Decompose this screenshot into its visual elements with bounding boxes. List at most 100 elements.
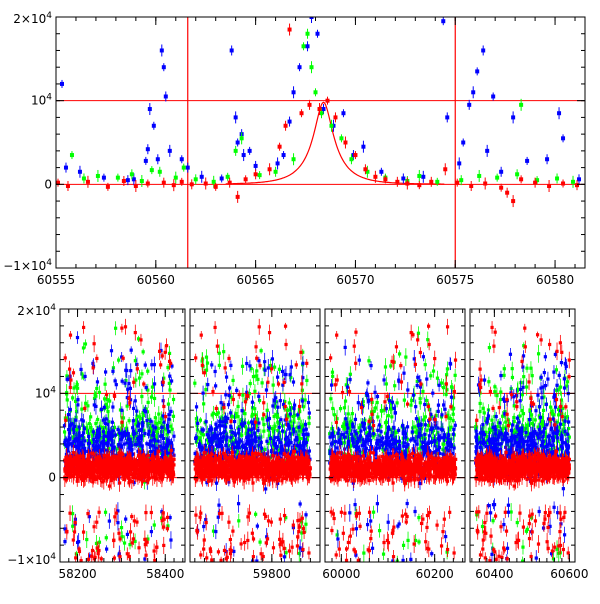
bottom-point [128, 555, 131, 558]
top-point [467, 103, 471, 107]
bottom-point [276, 376, 279, 379]
top-point [310, 65, 314, 69]
top-point [274, 170, 278, 174]
bottom-point [68, 368, 71, 371]
bottom-point [202, 428, 205, 431]
bottom-point [96, 418, 99, 421]
bottom-point [114, 433, 117, 436]
bottom-point [99, 473, 102, 476]
bottom-point [121, 380, 124, 383]
bottom-point [227, 403, 230, 406]
bottom-point [83, 407, 86, 410]
top-point [363, 167, 367, 171]
bottom-point [146, 541, 149, 544]
bottom-point [93, 525, 96, 528]
bottom-point [68, 465, 71, 468]
bottom-point [233, 420, 236, 423]
bottom-point [196, 422, 199, 425]
bottom-point [88, 422, 91, 425]
bottom-point [166, 424, 169, 427]
bottom-point [296, 444, 299, 447]
bottom-point [121, 435, 124, 438]
bottom-point [163, 456, 166, 459]
bottom-point [121, 471, 124, 474]
bottom-point [131, 541, 134, 544]
bottom-point [128, 419, 131, 422]
bottom-point [111, 435, 114, 438]
bottom-point [69, 378, 72, 381]
top-point [571, 180, 575, 184]
top-point [314, 90, 318, 94]
top-point [278, 145, 282, 149]
bottom-point [307, 401, 310, 404]
top-point [461, 141, 465, 145]
top-point [383, 177, 387, 181]
bottom-point [271, 404, 274, 407]
bottom-point [73, 470, 76, 473]
bottom-point [241, 365, 244, 368]
top-point [190, 182, 194, 186]
bottom-point [63, 467, 66, 470]
bottom-point [150, 530, 153, 533]
bottom-point [200, 448, 203, 451]
bottom-point [166, 527, 169, 530]
top-point [306, 44, 310, 48]
top-point [417, 174, 421, 178]
top-point [156, 157, 160, 161]
bottom-point [269, 437, 272, 440]
bottom-point [260, 441, 263, 444]
bottom-point [301, 399, 304, 402]
bottom-point [199, 419, 202, 422]
bottom-point [135, 409, 138, 412]
bottom-point [197, 436, 200, 439]
bottom-point [103, 406, 106, 409]
top-point [575, 183, 579, 187]
bottom-point [69, 386, 72, 389]
bottom-point [137, 546, 140, 549]
top-point [254, 172, 258, 176]
bottom-point [100, 408, 103, 411]
top-point [132, 177, 136, 181]
top-point [214, 185, 218, 189]
top-plot-area [56, 11, 585, 268]
bottom-point [124, 518, 127, 521]
bottom-point [172, 398, 175, 401]
bottom-point [94, 478, 97, 481]
bottom-point [273, 443, 276, 446]
top-point [122, 179, 126, 183]
top-point [515, 172, 519, 176]
top-point [168, 149, 172, 153]
bottom-season-1: 59800 [190, 309, 320, 581]
bottom-point [68, 459, 71, 462]
top-point [519, 103, 523, 107]
bottom-point [88, 466, 91, 469]
bottom-point [155, 546, 158, 549]
bottom-point [284, 551, 287, 554]
bottom-point [217, 504, 220, 507]
bottom-point [118, 552, 121, 555]
bottom-point [166, 516, 169, 519]
bottom-point [201, 392, 204, 395]
bottom-point [74, 521, 77, 524]
bottom-point [301, 362, 304, 365]
bottom-point [272, 383, 275, 386]
bottom-point [110, 439, 113, 442]
top-point [353, 153, 357, 157]
bottom-point [168, 459, 171, 462]
top-point [333, 115, 337, 119]
top-point [477, 174, 481, 178]
bottom-point [105, 547, 108, 550]
bottom-point [102, 443, 105, 446]
top-point [82, 176, 86, 180]
bottom-point [150, 511, 153, 514]
bottom-point [250, 447, 253, 450]
bottom-point [237, 502, 240, 505]
top-point [421, 175, 425, 179]
top-point [302, 44, 306, 48]
bottom-point [294, 439, 297, 442]
top-point [220, 176, 224, 180]
top-point [150, 168, 154, 172]
bottom-point [161, 519, 164, 522]
bottom-point [128, 401, 131, 404]
bottom-point [143, 409, 146, 412]
